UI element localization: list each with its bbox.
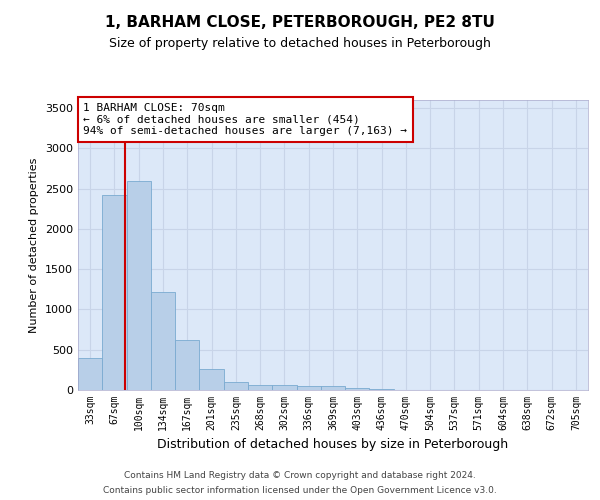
Bar <box>175 340 199 390</box>
Text: Size of property relative to detached houses in Peterborough: Size of property relative to detached ho… <box>109 38 491 51</box>
Bar <box>102 195 127 390</box>
Bar <box>370 389 394 390</box>
Bar <box>321 386 345 390</box>
Bar <box>224 382 248 390</box>
Bar <box>151 292 175 390</box>
Bar <box>248 385 272 390</box>
Bar <box>78 358 102 390</box>
Bar <box>272 385 296 390</box>
Text: Contains public sector information licensed under the Open Government Licence v3: Contains public sector information licen… <box>103 486 497 495</box>
Y-axis label: Number of detached properties: Number of detached properties <box>29 158 40 332</box>
Bar <box>345 388 370 390</box>
Bar <box>199 370 224 390</box>
Bar <box>296 386 321 390</box>
Text: Contains HM Land Registry data © Crown copyright and database right 2024.: Contains HM Land Registry data © Crown c… <box>124 471 476 480</box>
Text: 1 BARHAM CLOSE: 70sqm
← 6% of detached houses are smaller (454)
94% of semi-deta: 1 BARHAM CLOSE: 70sqm ← 6% of detached h… <box>83 103 407 136</box>
Bar <box>127 180 151 390</box>
X-axis label: Distribution of detached houses by size in Peterborough: Distribution of detached houses by size … <box>157 438 509 452</box>
Text: 1, BARHAM CLOSE, PETERBOROUGH, PE2 8TU: 1, BARHAM CLOSE, PETERBOROUGH, PE2 8TU <box>105 15 495 30</box>
